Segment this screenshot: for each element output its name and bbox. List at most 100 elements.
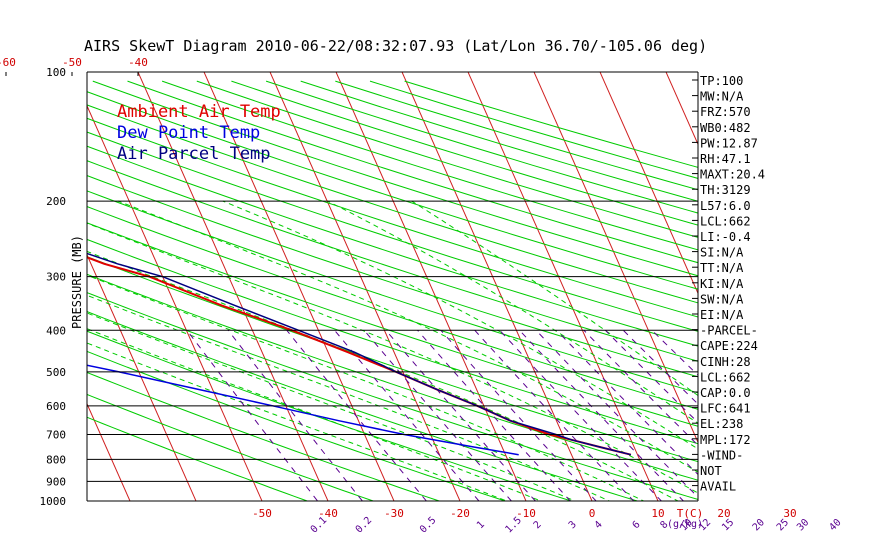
bottom-temp-tick-label: 0 xyxy=(589,507,596,520)
dry-adiabat-line xyxy=(87,273,698,481)
mixing-ratio-tick-label: 30 xyxy=(795,517,811,533)
mixing-ratio-line xyxy=(334,329,480,501)
dry-adiabat-line xyxy=(87,311,640,501)
chart-title: AIRS SkewT Diagram 2010-06-22/08:32:07.9… xyxy=(84,37,707,55)
bottom-temp-tick-label: 10 xyxy=(651,507,664,520)
top-temp-tick-label: -60 xyxy=(0,56,16,69)
isotherm-line xyxy=(794,62,870,510)
bottom-unit-label: T(C) xyxy=(677,507,704,520)
pressure-tick-label: 1000 xyxy=(40,495,67,508)
stability-index-item: L57:6.0 xyxy=(700,199,751,213)
mixing-ratio-tick-label: 6 xyxy=(631,519,643,531)
isotherm-line xyxy=(137,72,329,501)
stability-index-item: TP:100 xyxy=(700,74,743,88)
stability-index-item: SW:N/A xyxy=(700,292,744,306)
pressure-tick-label: 800 xyxy=(46,453,66,466)
stability-index-item: MPL:172 xyxy=(700,433,751,447)
isotherm-line xyxy=(269,72,461,501)
mixing-ratio-line xyxy=(186,329,319,501)
bottom-temp-tick-label: -20 xyxy=(450,507,470,520)
isotherm-line xyxy=(665,72,698,146)
mixing-ratio-tick-label: 0.2 xyxy=(354,515,375,536)
isotherm-line xyxy=(87,253,197,501)
mixing-ratio-tick-label: 20 xyxy=(751,517,767,533)
moist-adiabat-line xyxy=(222,200,698,450)
bottom-temp-tick-label: -10 xyxy=(516,507,536,520)
mixing-ratio-tick-label: 2 xyxy=(532,519,544,531)
bottom-temp-tick-label: -40 xyxy=(318,507,338,520)
mixing-ratio-line xyxy=(499,329,663,501)
moist-adiabat-line xyxy=(87,222,698,494)
stability-index-item: KI:N/A xyxy=(700,277,744,291)
isotherm-line xyxy=(0,62,68,510)
dry-adiabat-line xyxy=(87,393,375,501)
isotherm-line xyxy=(467,72,659,501)
bottom-temp-tick-label: -30 xyxy=(384,507,404,520)
isotherm-line xyxy=(87,402,131,501)
dry-adiabat-line xyxy=(87,175,698,378)
dry-adiabat-line xyxy=(87,292,698,500)
dry-adiabat-line xyxy=(87,371,441,501)
bottom-temp-tick-label: -50 xyxy=(252,507,272,520)
isotherm-line xyxy=(0,62,2,510)
isotherm-line xyxy=(203,72,395,501)
legend-entry: Air Parcel Temp xyxy=(117,144,271,164)
moist-adiabat-line xyxy=(327,200,698,424)
dry-adiabat-line xyxy=(87,416,309,501)
stability-index-item: EL:238 xyxy=(700,417,743,431)
stability-index-item: SI:N/A xyxy=(700,246,744,260)
dry-adiabat-line xyxy=(196,80,698,238)
dry-adiabat-line xyxy=(87,131,698,332)
moist-adiabat-line xyxy=(411,200,698,397)
legend-entry: Dew Point Temp xyxy=(117,123,260,143)
stability-index-item: MW:N/A xyxy=(700,90,744,104)
pressure-tick-label: 500 xyxy=(46,366,66,379)
stability-index-item: EI:N/A xyxy=(700,308,744,322)
dry-adiabat-line xyxy=(87,222,698,427)
top-temp-tick-label: -50 xyxy=(62,56,82,69)
mixing-ratio-line xyxy=(440,329,597,501)
pressure-tick-label: 400 xyxy=(46,324,66,337)
stability-index-item: PW:12.87 xyxy=(700,136,758,150)
moist-adiabat-line xyxy=(87,274,645,501)
mixing-ratio-tick-label: 1 xyxy=(475,519,487,531)
dry-adiabat-line xyxy=(92,80,698,277)
stability-index-item: CAPE:224 xyxy=(700,339,758,353)
mixing-ratio-line xyxy=(535,329,698,498)
mixing-ratio-line xyxy=(363,329,513,501)
stability-index-item: RH:47.1 xyxy=(700,152,751,166)
dewpoint-temp-line xyxy=(87,364,519,456)
stability-index-item: FRZ:570 xyxy=(700,105,751,119)
bottom-temp-tick-label: 30 xyxy=(783,507,796,520)
dry-adiabat-line xyxy=(87,117,698,318)
mixing-ratio-line xyxy=(474,329,635,501)
dry-adiabat-line xyxy=(87,190,698,394)
pressure-tick-label: 600 xyxy=(46,400,66,413)
y-axis-label: PRESSURE (MB) xyxy=(70,235,84,329)
dry-adiabat-line xyxy=(87,160,698,362)
mixing-ratio-line xyxy=(556,329,698,476)
moist-adiabat-line xyxy=(117,200,698,473)
stability-index-item: MAXT:20.4 xyxy=(700,168,765,182)
mixing-ratio-line xyxy=(417,329,571,501)
mixing-ratio-tick-label: 0.5 xyxy=(418,515,439,536)
dry-adiabat-line xyxy=(127,80,698,264)
dry-adiabat-line xyxy=(335,80,698,191)
mixing-ratio-line xyxy=(227,329,364,501)
stability-index-item: TH:3129 xyxy=(700,183,751,197)
moist-adiabat-line xyxy=(87,312,577,501)
moist-adiabat-line xyxy=(87,342,509,501)
stability-index-item: -WIND- xyxy=(700,448,743,462)
mixing-ratio-line xyxy=(622,329,698,405)
stability-index-item: LCL:662 xyxy=(700,370,751,384)
stability-index-item: AVAIL xyxy=(700,480,736,494)
dry-adiabat-line xyxy=(87,238,698,445)
stability-index-item: CINH:28 xyxy=(700,355,751,369)
pressure-tick-label: 200 xyxy=(46,195,66,208)
isotherm-line xyxy=(533,72,698,444)
stability-index-item: CAP:0.0 xyxy=(700,386,751,400)
dry-adiabat-line xyxy=(87,350,507,501)
